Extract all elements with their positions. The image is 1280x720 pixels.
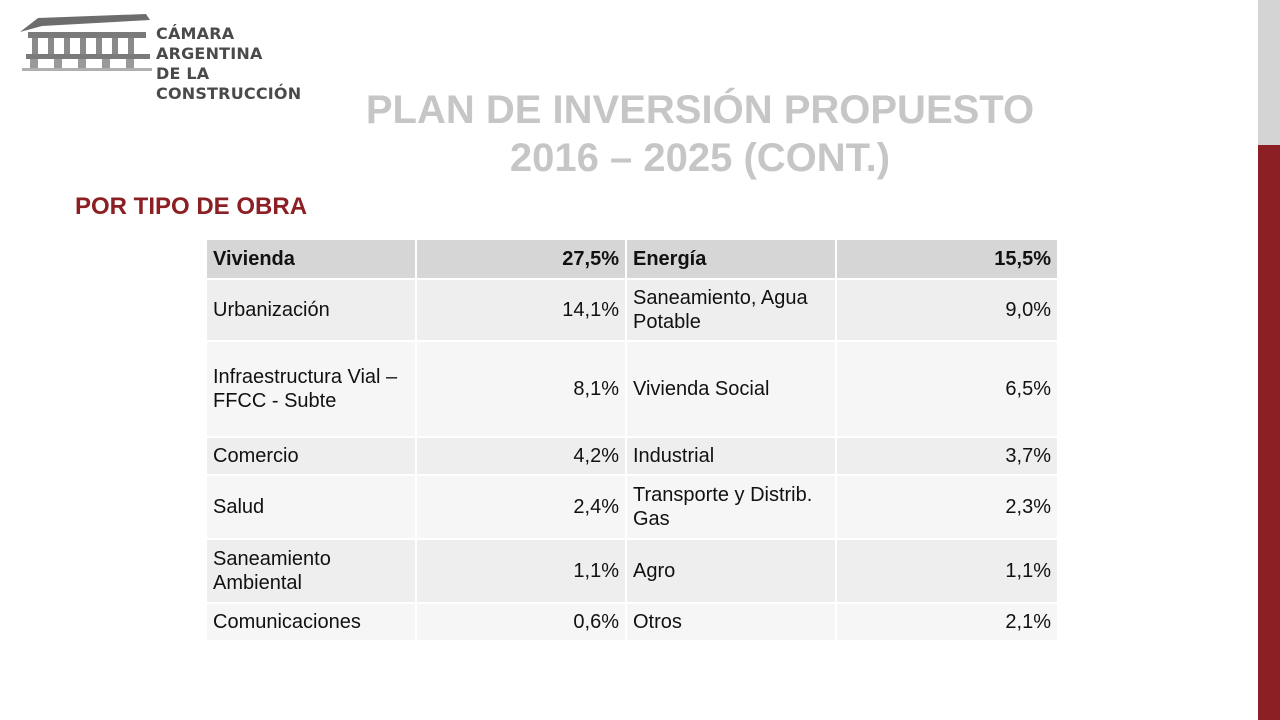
header-cell: Energía: [625, 238, 837, 280]
table-cell: Otros: [625, 602, 837, 642]
table-cell: Transporte y Distrib. Gas: [625, 474, 837, 540]
table-cell: 1,1%: [415, 538, 627, 604]
table-cell: 8,1%: [415, 340, 627, 438]
table-row: Urbanización 14,1% Saneamiento, Agua Pot…: [205, 278, 1059, 342]
aqueduct-logo-icon: [20, 14, 152, 71]
table-cell: 0,6%: [415, 602, 627, 642]
table-cell: Infraestructura Vial – FFCC - Subte: [205, 340, 417, 438]
side-bar-gray: [1258, 0, 1280, 145]
table-cell: 2,1%: [835, 602, 1059, 642]
table-header-row: Vivienda 27,5% Energía 15,5%: [205, 238, 1059, 280]
table-row: Comercio 4,2% Industrial 3,7%: [205, 436, 1059, 476]
table-cell: Saneamiento, Agua Potable: [625, 278, 837, 342]
table-row: Comunicaciones 0,6% Otros 2,1%: [205, 602, 1059, 642]
table-cell: Agro: [625, 538, 837, 604]
table-cell: 9,0%: [835, 278, 1059, 342]
logo: CÁMARA ARGENTINA DE LA CONSTRUCCIÓN: [18, 10, 338, 103]
table-cell: 1,1%: [835, 538, 1059, 604]
header-cell: 15,5%: [835, 238, 1059, 280]
title-line-2: 2016 – 2025 (CONT.): [509, 136, 891, 180]
table-cell: 4,2%: [415, 436, 627, 476]
header-cell: Vivienda: [205, 238, 417, 280]
table-cell: 3,7%: [835, 436, 1059, 476]
table-cell: 6,5%: [835, 340, 1059, 438]
table-cell: 2,3%: [835, 474, 1059, 540]
table-cell: Comunicaciones: [205, 602, 417, 642]
table-row: Saneamiento Ambiental 1,1% Agro 1,1%: [205, 538, 1059, 604]
table-cell: 14,1%: [415, 278, 627, 342]
table-cell: 2,4%: [415, 474, 627, 540]
table-cell: Salud: [205, 474, 417, 540]
table-row: Salud 2,4% Transporte y Distrib. Gas 2,3…: [205, 474, 1059, 540]
table-cell: Comercio: [205, 436, 417, 476]
logo-text: CÁMARA ARGENTINA DE LA CONSTRUCCIÓN: [156, 24, 338, 104]
table-cell: Industrial: [625, 436, 837, 476]
investment-table: Vivienda 27,5% Energía 15,5% Urbanizació…: [205, 238, 1059, 642]
title-line-1: PLAN DE INVERSIÓN PROPUESTO: [365, 88, 1035, 132]
page-title: PLAN DE INVERSIÓN PROPUESTO 2016 – 2025 …: [320, 86, 1080, 182]
table-row: Infraestructura Vial – FFCC - Subte 8,1%…: [205, 340, 1059, 438]
header-cell: 27,5%: [415, 238, 627, 280]
section-subtitle: POR TIPO DE OBRA: [75, 193, 308, 220]
table-cell: Vivienda Social: [625, 340, 837, 438]
side-bar-red: [1258, 145, 1280, 720]
logo-line-2: DE LA CONSTRUCCIÓN: [156, 64, 302, 103]
logo-line-1: CÁMARA ARGENTINA: [156, 24, 263, 63]
table-cell: Urbanización: [205, 278, 417, 342]
table-cell: Saneamiento Ambiental: [205, 538, 417, 604]
